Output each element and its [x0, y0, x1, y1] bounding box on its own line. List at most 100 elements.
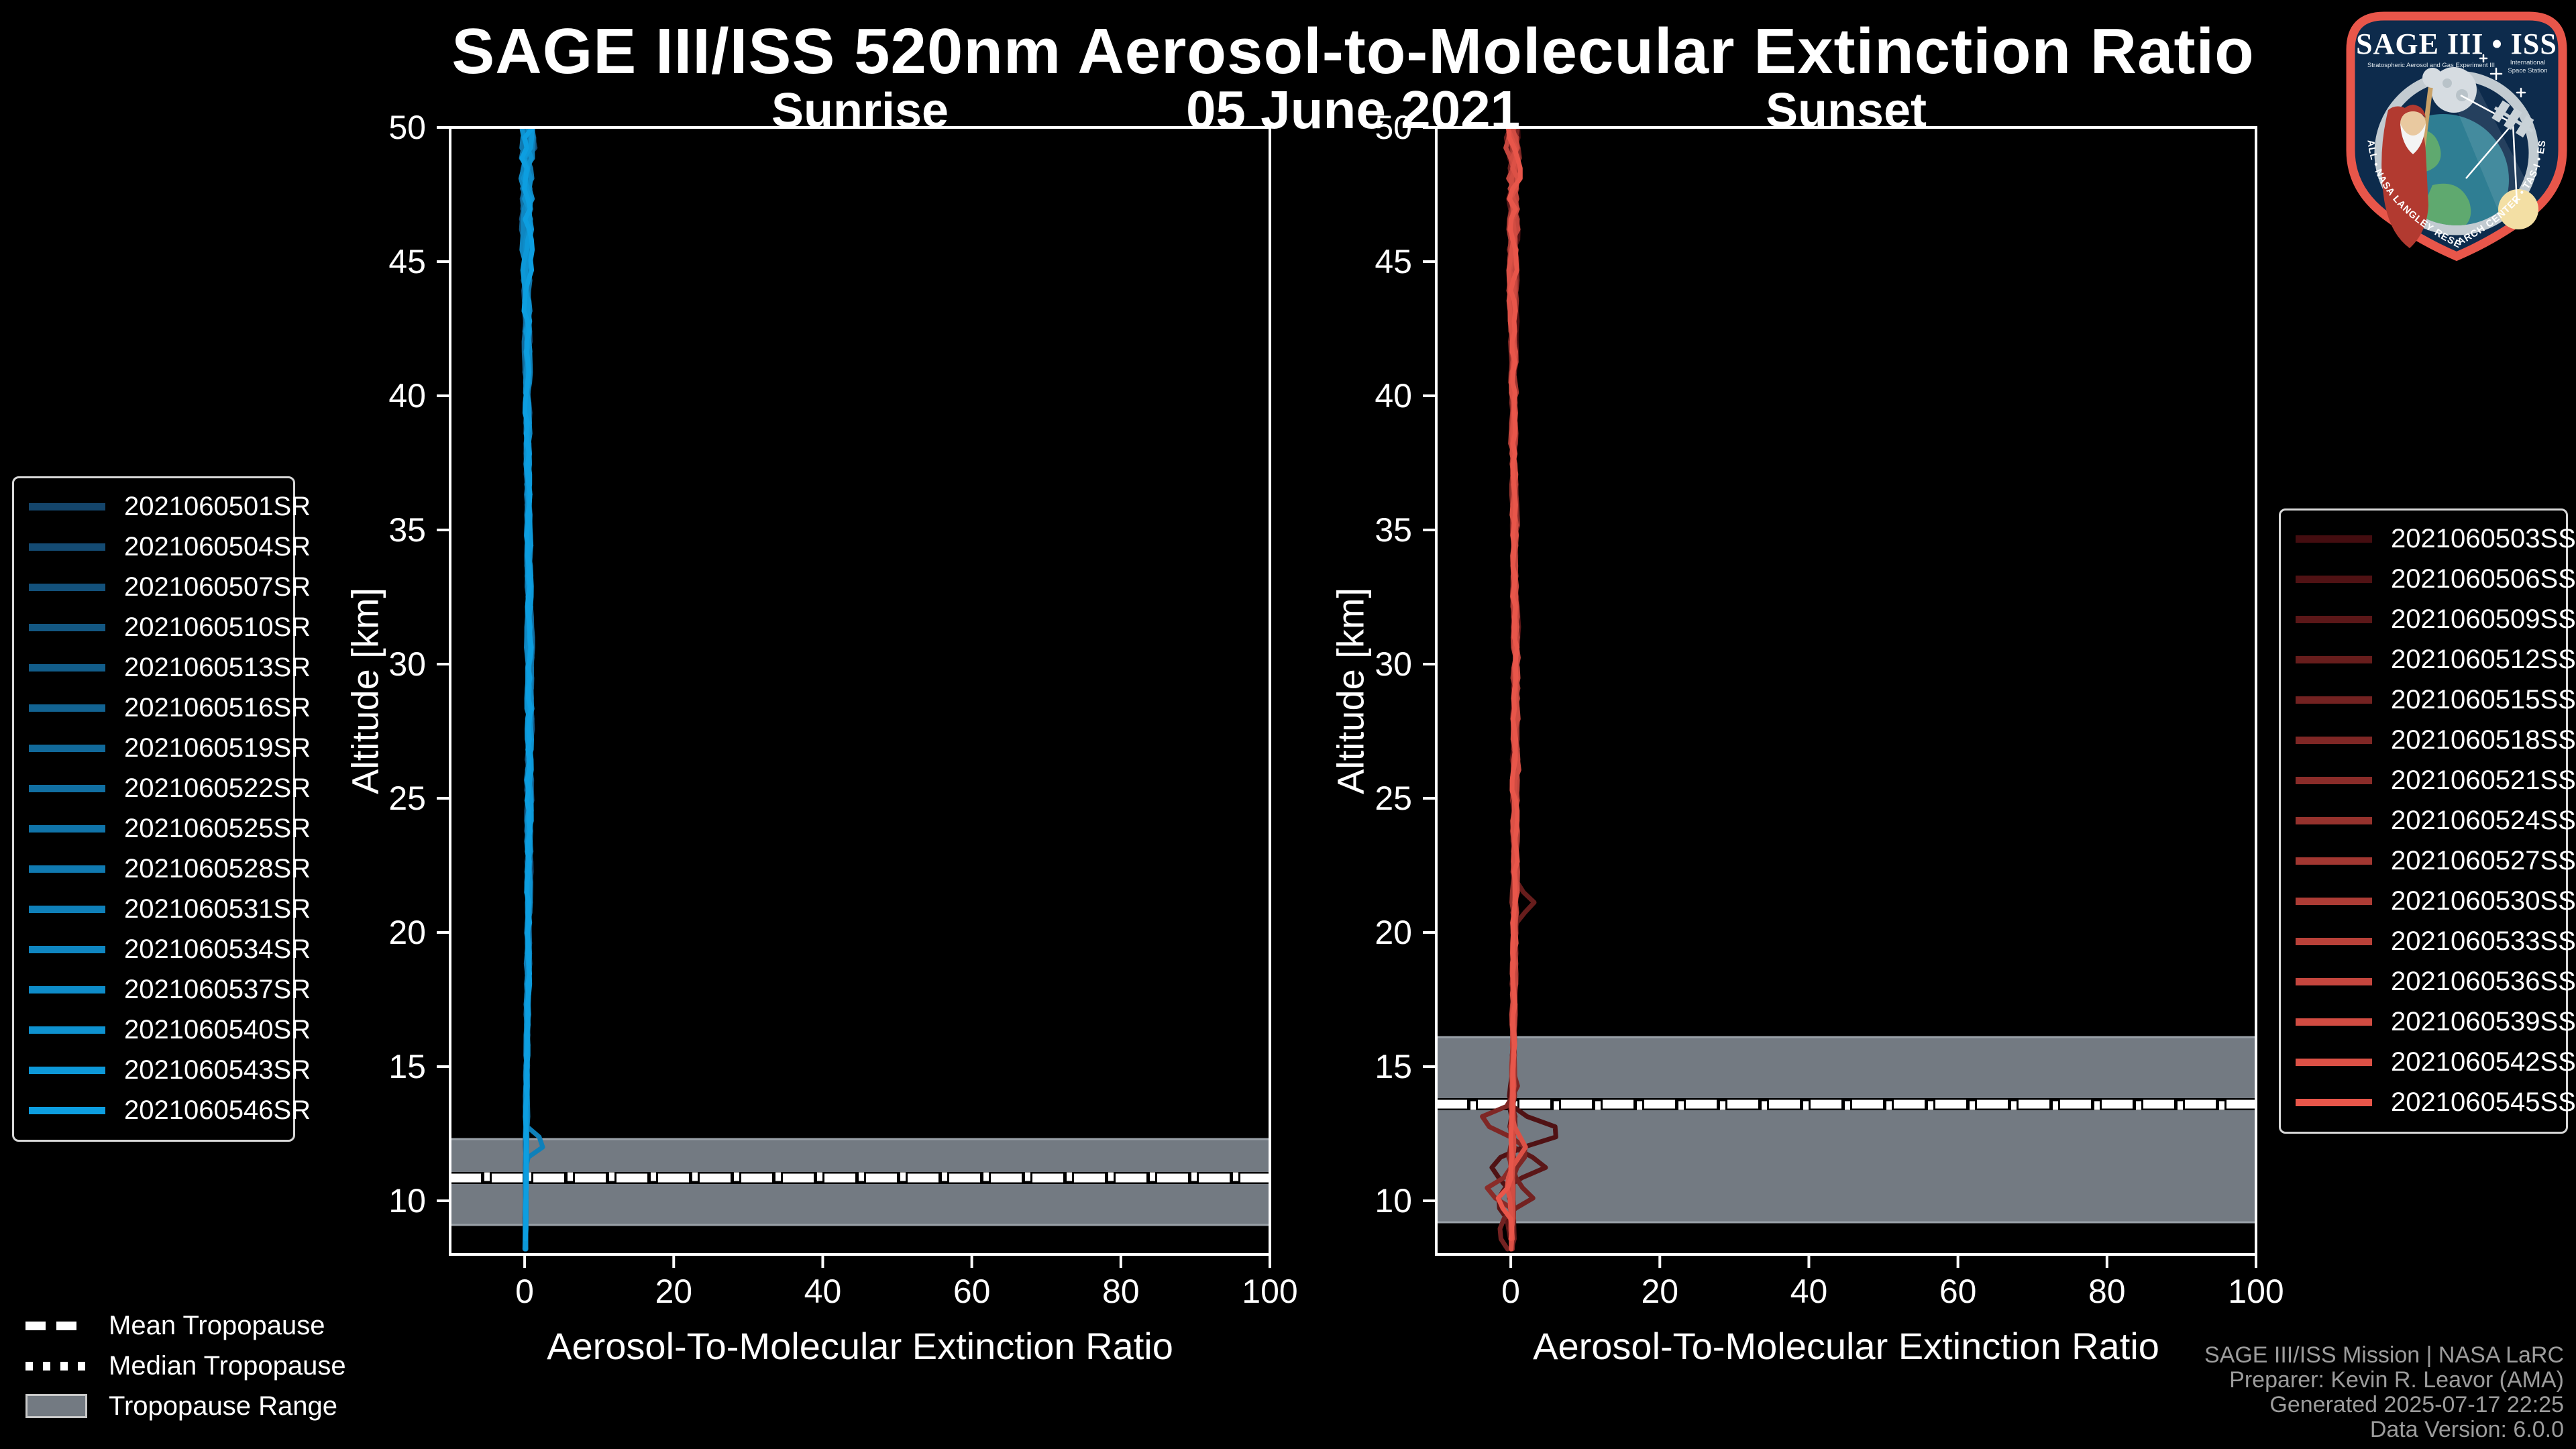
- legend-swatch: [29, 1106, 105, 1114]
- x-tick-label: 40: [804, 1273, 842, 1310]
- y-tick-label: 20: [1375, 914, 1412, 951]
- legend-swatch: [29, 905, 105, 913]
- legend-series-label: 2021060521SS: [2391, 765, 2576, 795]
- legend-item: 2021060512SS: [2281, 639, 2576, 680]
- y-tick-label: 50: [388, 109, 426, 146]
- legend-swatch: [2296, 776, 2372, 784]
- legend-item: 2021060537SR: [14, 969, 311, 1010]
- legend-item: 2021060510SR: [14, 607, 311, 647]
- iss-icon: [2491, 100, 2534, 138]
- legend-item: 2021060507SR: [14, 567, 311, 607]
- legend-swatch: [2296, 655, 2372, 663]
- y-tick-label: 50: [1375, 109, 1412, 146]
- y-tick-label: 30: [1375, 645, 1412, 683]
- legend-swatch: [29, 865, 105, 873]
- legend-item: 2021060527SS: [2281, 841, 2576, 881]
- y-tick-label: 45: [1375, 243, 1412, 280]
- median-tropopause-label: Median Tropopause: [109, 1350, 346, 1381]
- x-tick-label: 80: [1102, 1273, 1140, 1310]
- attribution-generated: Generated 2025-07-17 22:25: [2269, 1392, 2564, 1417]
- staff-orb: [2422, 68, 2443, 88]
- legend-series-label: 2021060537SR: [124, 974, 311, 1004]
- legend-swatch: [2296, 736, 2372, 744]
- legend-series-label: 2021060512SS: [2391, 644, 2576, 674]
- logo-subtitle-left: Stratospheric Aerosol and Gas Experiment…: [2367, 62, 2495, 69]
- legend-series-label: 2021060506SS: [2391, 564, 2576, 594]
- y-tick-label: 35: [1375, 511, 1412, 549]
- legend-item: 2021060506SS: [2281, 559, 2576, 599]
- legend-swatch: [29, 784, 105, 792]
- legend-series-label: 2021060518SS: [2391, 724, 2576, 755]
- legend-swatch: [29, 744, 105, 752]
- legend-swatch: [2296, 977, 2372, 985]
- x-tick-label: 100: [1242, 1273, 1298, 1310]
- mean-tropopause-label: Mean Tropopause: [109, 1310, 325, 1340]
- legend-item: 2021060522SR: [14, 768, 311, 808]
- legend-swatch: [29, 1066, 105, 1074]
- legend-series-label: 2021060525SR: [124, 813, 311, 843]
- legend-series-label: 2021060509SS: [2391, 604, 2576, 634]
- attribution-version: Data Version: 6.0.0: [2369, 1417, 2564, 1442]
- x-tick-label: 20: [1641, 1273, 1679, 1310]
- profile-line-2021060546SR: [519, 127, 535, 1242]
- legend-series-label: 2021060513SR: [124, 652, 311, 682]
- legend-swatch: [29, 543, 105, 551]
- x-tick-label: 0: [1501, 1273, 1520, 1310]
- legend-item: 2021060516SR: [14, 688, 311, 728]
- legend-series-label: 2021060540SR: [124, 1014, 311, 1044]
- y-axis-label-sunrise: Altitude [km]: [343, 587, 386, 795]
- legend-item: 2021060543SR: [14, 1050, 311, 1090]
- x-tick-label: 0: [515, 1273, 534, 1310]
- legend-item-tropopause-range: Tropopause Range: [25, 1386, 346, 1426]
- x-tick-label: 60: [1939, 1273, 1977, 1310]
- x-axis-label-sunrise: Aerosol-To-Molecular Extinction Ratio: [547, 1325, 1173, 1367]
- profile-line-2021060545SS: [1495, 127, 1523, 1242]
- legend-swatch: [2296, 1098, 2372, 1106]
- legend-item: 2021060546SR: [14, 1090, 311, 1130]
- legend-swatch: [29, 663, 105, 672]
- moon-crater: [2443, 78, 2452, 88]
- tropopause-range-label: Tropopause Range: [109, 1391, 337, 1421]
- panel-sunrise: [437, 126, 1271, 1268]
- legend-sunrise: 2021060501SR 2021060504SR 2021060507SR 2021…: [12, 476, 311, 1142]
- y-axis-label-sunset: Altitude [km]: [1329, 587, 1372, 795]
- legend-series-label: 2021060522SR: [124, 773, 311, 803]
- legend-series-label: 2021060524SS: [2391, 805, 2576, 835]
- attribution-mission: SAGE III/ISS Mission | NASA LaRC: [2204, 1342, 2564, 1368]
- legend-item: 2021060536SS: [2281, 961, 2576, 1002]
- legend-swatch: [2296, 575, 2372, 583]
- legend-series-label: 2021060546SR: [124, 1095, 311, 1125]
- tropopause-legend: Mean Tropopause Median Tropopause Tropop…: [25, 1305, 346, 1426]
- y-tick-label: 15: [1375, 1048, 1412, 1085]
- logo-subtitle-right1: International: [2510, 59, 2545, 66]
- legend-series-label: 2021060528SR: [124, 853, 311, 883]
- legend-item: 2021060515SS: [2281, 680, 2576, 720]
- legend-swatch: [2296, 615, 2372, 623]
- earth-continent: [2422, 183, 2471, 225]
- sightline: [2460, 94, 2518, 205]
- legend-series-label: 2021060527SS: [2391, 845, 2576, 875]
- x-tick-label: 80: [2088, 1273, 2126, 1310]
- legend-series-label: 2021060515SS: [2391, 684, 2576, 714]
- legend-series-label: 2021060519SR: [124, 733, 311, 763]
- legend-item: 2021060542SS: [2281, 1042, 2576, 1082]
- legend-swatch: [29, 945, 105, 953]
- legend-item: 2021060504SR: [14, 527, 311, 567]
- legend-series-label: 2021060543SR: [124, 1055, 311, 1085]
- legend-item: 2021060545SS: [2281, 1082, 2576, 1122]
- panel-title-sunset: Sunset: [1765, 84, 1927, 138]
- legend-item-median-tropopause: Median Tropopause: [25, 1346, 346, 1386]
- y-tick-label: 10: [1375, 1182, 1412, 1220]
- legend-item: 2021060524SS: [2281, 800, 2576, 841]
- legend-series-label: 2021060510SR: [124, 612, 311, 642]
- legend-series-label: 2021060531SR: [124, 894, 311, 924]
- legend-item: 2021060531SR: [14, 889, 311, 929]
- y-tick-label: 10: [388, 1182, 426, 1220]
- y-tick-label: 25: [1375, 780, 1412, 817]
- legend-swatch: [29, 583, 105, 591]
- y-tick-label: 20: [388, 914, 426, 951]
- plot-frame: [449, 126, 1271, 1256]
- legend-sunset: 2021060503SS 2021060506SS 2021060509SS 2021…: [2279, 508, 2576, 1134]
- logo-title: SAGE III • ISS: [2356, 28, 2557, 60]
